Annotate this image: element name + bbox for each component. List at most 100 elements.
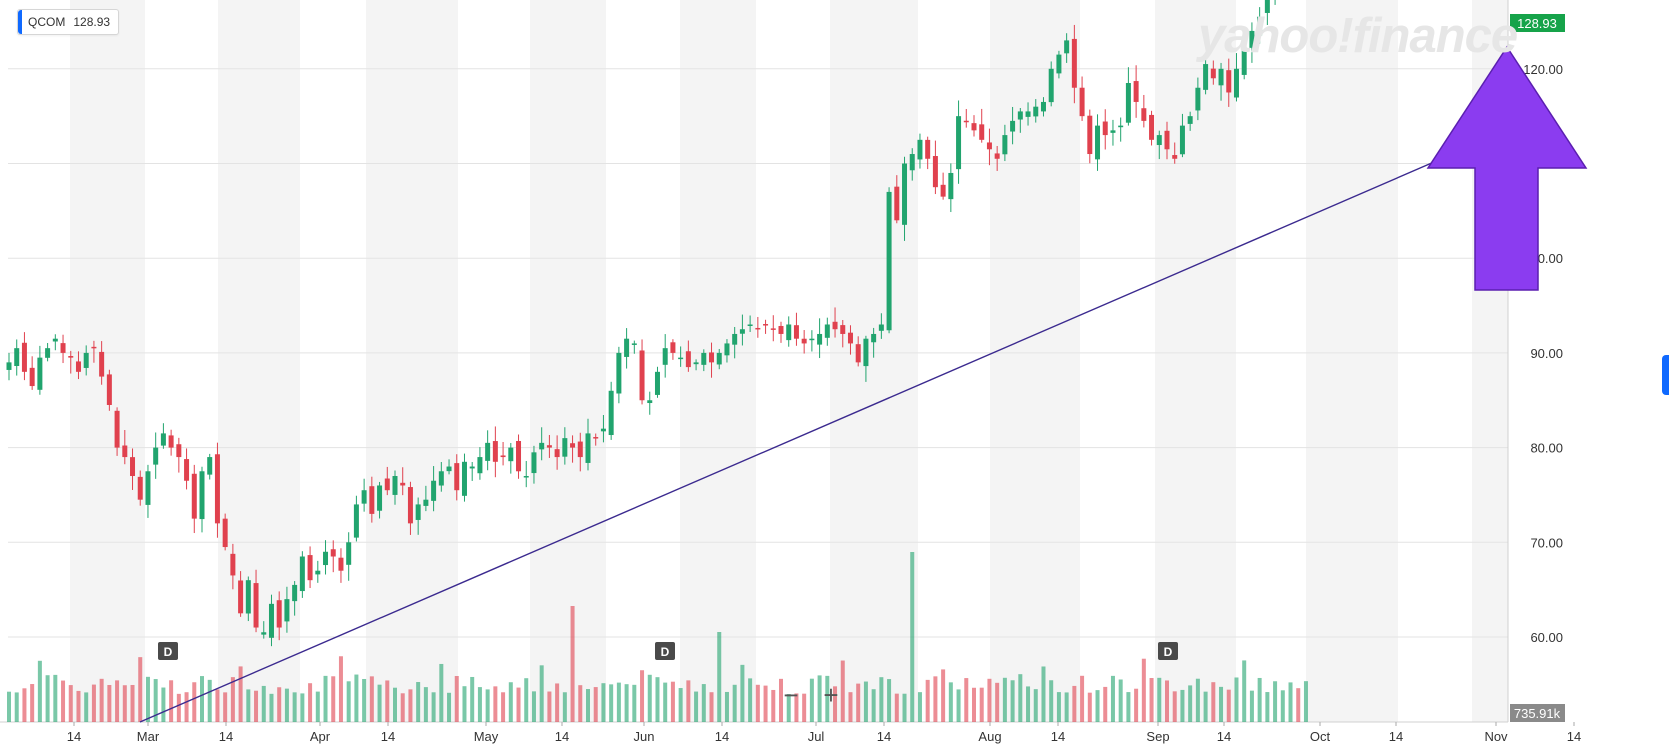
candle-body [99, 351, 105, 377]
candle-body [346, 542, 352, 565]
y-tick-label: 70.00 [1530, 535, 1563, 550]
candle-body [1056, 54, 1062, 74]
volume-bar [840, 660, 845, 722]
candle-body [554, 449, 560, 458]
x-tick-label: 14 [381, 729, 395, 744]
yahoo-finance-logo: yahoo!finance [1198, 9, 1518, 63]
volume-bar [802, 693, 807, 722]
candle-body [253, 583, 259, 628]
candle-body [52, 338, 58, 342]
candle-body [21, 342, 27, 372]
candle-body [29, 367, 35, 387]
candle-body [948, 172, 954, 200]
x-tick-label: Oct [1310, 729, 1331, 744]
candle-body [168, 435, 174, 448]
volume-bar [377, 684, 382, 722]
candle-body [469, 466, 475, 469]
volume-bar [284, 688, 289, 722]
volume-bar [1134, 688, 1139, 722]
candle-body [160, 433, 166, 446]
volume-bar [369, 676, 374, 722]
candle-body [446, 466, 452, 472]
volume-bar [107, 684, 112, 722]
volume-bar [431, 692, 436, 722]
side-panel-tab[interactable] [1662, 355, 1669, 395]
volume-bar [593, 687, 598, 722]
candle-body [1257, 16, 1263, 36]
volume-bar [454, 675, 459, 722]
candle-body [1218, 68, 1224, 86]
candle-body [562, 438, 568, 457]
candle-body [894, 186, 900, 221]
candle-body [461, 461, 467, 496]
volume-bar [1026, 686, 1031, 722]
candle-body [1118, 125, 1124, 128]
volume-bar [1118, 679, 1123, 722]
volume-bar [254, 690, 259, 722]
candle-body [1071, 38, 1077, 88]
volume-bar [964, 678, 969, 722]
candle-body [214, 454, 220, 524]
volume-bar [323, 675, 328, 722]
volume-bar [1149, 678, 1154, 722]
volume-bar [61, 680, 66, 722]
volume-bar [331, 676, 336, 722]
candle-body [353, 504, 359, 538]
volume-bar [578, 685, 583, 722]
ticker-legend[interactable]: QCOM 128.93 [17, 9, 120, 35]
volume-bar [1087, 692, 1092, 722]
series-color-bar [18, 10, 22, 34]
volume-bar [508, 682, 513, 722]
candle-body [153, 447, 159, 465]
volume-bar [1010, 680, 1015, 722]
y-tick-label: 80.00 [1530, 441, 1563, 456]
volume-tag [1510, 704, 1565, 722]
candle-body [871, 333, 877, 343]
volume-bar [809, 678, 814, 722]
volume-bar [447, 692, 452, 722]
candle-body [817, 333, 823, 345]
volume-bar [470, 676, 475, 722]
volume-bar [531, 691, 536, 722]
candle-body [786, 324, 792, 341]
y-tick-label: 120.00 [1523, 62, 1563, 77]
volume-bar [987, 678, 992, 722]
volume-bar [1226, 689, 1231, 722]
candle-body [693, 362, 699, 365]
candle-body [979, 124, 985, 140]
volume-bar [732, 684, 737, 722]
candle-body [114, 410, 120, 448]
volume-bar [308, 683, 313, 722]
candle-body [840, 325, 846, 334]
volume-bar [972, 687, 976, 722]
period-band [990, 0, 1080, 722]
candle-body [338, 557, 344, 571]
candle-body [1125, 83, 1131, 123]
candle-body [624, 338, 630, 357]
candle-body [130, 457, 136, 477]
volume-bar [1219, 686, 1224, 722]
candle-body [1095, 125, 1101, 160]
x-tick-label: 14 [555, 729, 569, 744]
x-tick-label: 14 [1389, 729, 1403, 744]
x-tick-label: May [474, 729, 499, 744]
candle-body [137, 476, 143, 500]
zoom-out-button[interactable]: − [783, 680, 799, 710]
zoom-in-button[interactable]: + [823, 680, 839, 710]
last-price-value: 128.93 [1517, 16, 1557, 31]
volume-bar [192, 682, 197, 722]
candle-body [508, 447, 514, 462]
candle-body [485, 442, 491, 461]
volume-bar [879, 677, 884, 722]
volume-bar [1180, 689, 1185, 722]
candle-body [292, 584, 298, 602]
volume-bar [338, 656, 343, 722]
candle-body [238, 580, 244, 614]
volume-bar [1095, 690, 1100, 722]
volume-bar [586, 689, 590, 722]
volume-bar [825, 675, 830, 722]
candle-body [83, 352, 89, 368]
volume-bar [547, 691, 552, 722]
candle-body [886, 191, 892, 331]
